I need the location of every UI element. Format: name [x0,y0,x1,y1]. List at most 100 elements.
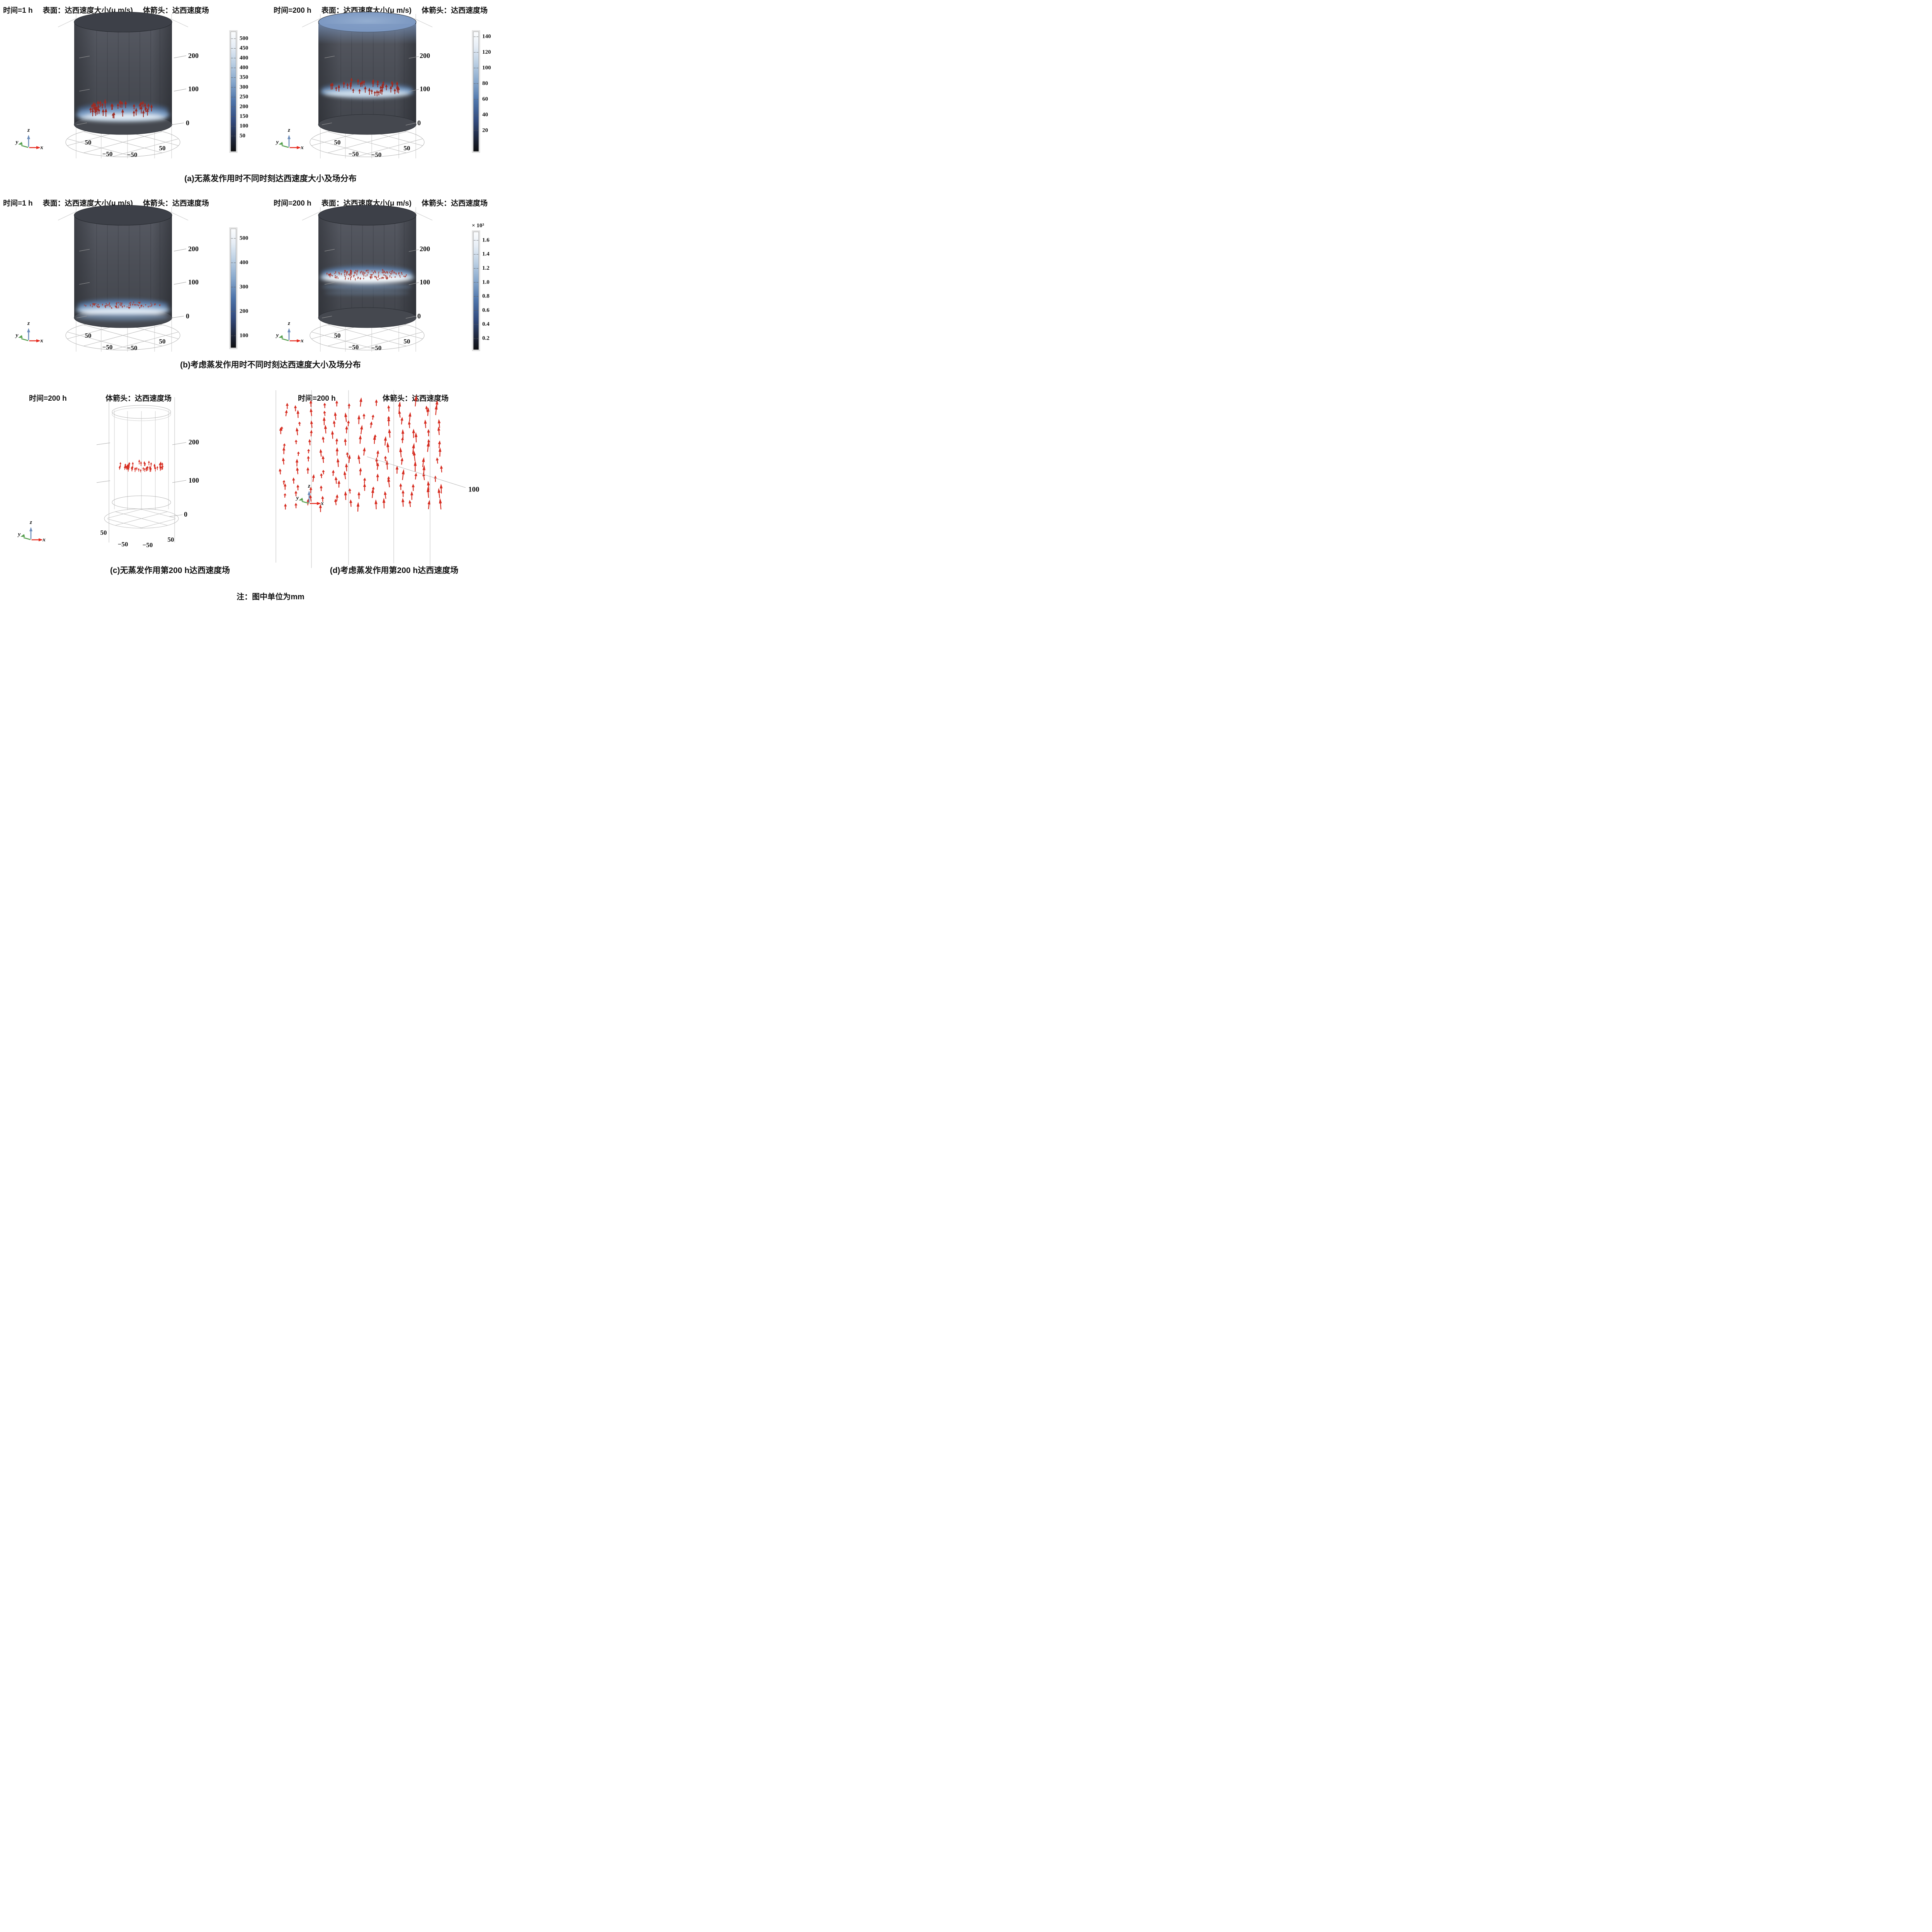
colorbar-tick: 40 [482,112,488,118]
unit-note: 注：图中单位为mm [236,593,304,601]
colorbar-tick: 400 [240,259,248,265]
base-tick: −50 [143,541,153,549]
z-tick: 200 [188,52,199,60]
z-tick-dashes [321,56,419,126]
colorbar-tick: 450 [240,45,248,51]
z-tick: 200 [420,52,430,60]
base-tick: 50 [404,145,410,152]
caption-b: (b)考虑蒸发作用时不同时刻达西速度大小及场分布 [180,361,361,369]
time-label: 时间=200 h [274,199,311,207]
scene-d: 100 z y x [276,390,480,568]
panel-b-left-header: 时间=1 h 表面：达西速度大小(μ m/s) 体箭头：达西速度场 [3,197,209,208]
axis-x-label: x [320,500,324,507]
caption-d: (d)考虑蒸发作用第200 h达西速度场 [330,566,459,575]
axis-y-label: y [276,139,279,145]
colorbar-multiplier: × 10³ [472,223,484,229]
base-tick: −50 [371,151,382,158]
axis-x-label: x [40,145,43,151]
colorbar-tick: 20 [482,127,488,133]
colorbar-tick: 300 [240,284,248,290]
axis-triad-icon [17,134,41,150]
z-tick: 100 [420,85,430,93]
cylinder-plot [58,205,188,374]
arrow-field [279,395,443,512]
velocity-band [76,104,170,122]
z-tick: 100 [189,476,199,484]
surface-label: 表面：达西速度大小(μ m/s) [43,7,133,15]
z-tick: 100 [420,278,430,286]
colorbar-tick: 60 [482,96,488,102]
panel-d-header: 时间=200 h 体箭头：达西速度场 [270,393,541,404]
z-tick: 0 [186,312,189,320]
axis-y-label: y [15,139,19,145]
cylinder-plot [58,12,188,181]
colorbar-tick: 200 [240,104,248,110]
z-tick: 100 [188,278,199,286]
cylinder-plot [302,205,432,374]
colorbar-tick: 100 [240,123,248,129]
base-tick: 50 [85,139,92,146]
velocity-band [76,299,170,321]
panel-b-right-header: 时间=200 h 表面：达西速度大小(μ m/s) 体箭头：达西速度场 [274,197,488,208]
surface-label: 表面：达西速度大小(μ m/s) [321,199,412,207]
base-tick: 50 [404,338,410,345]
surface-label: 表面：达西速度大小(μ m/s) [43,199,133,207]
base-tick: 50 [100,529,107,536]
colorbar-tick: 120 [482,49,491,55]
base-tick: −50 [118,541,128,548]
z-tick: 0 [417,312,421,320]
z-tick-dashes [321,249,419,319]
base-tick: 50 [85,332,92,339]
colorbar-tick: 0.2 [482,335,490,341]
colorbar-tick: 350 [240,74,248,80]
base-tick: 50 [168,536,174,543]
wireframe-lines [276,390,430,568]
axis-z-label: z [287,320,290,327]
arrow-field [83,301,161,309]
axis-x-label: x [42,537,46,543]
figure-page: 时间=1 h 表面：达西速度大小(μ m/s) 体箭头：达西速度场 200 10… [0,0,541,611]
axis-z-label: z [29,519,32,526]
axis-triad-icon [298,490,322,506]
time-label: 时间=1 h [3,199,33,207]
axis-z-label: z [27,127,30,133]
axis-z-label: z [287,127,290,133]
arrow-field [89,99,153,119]
leader-line [367,456,466,488]
colorbar-tick: 400 [240,65,248,71]
scene-b-right: 200 100 0 50 50 −50 −50 z y x × 10³ 1.61… [276,193,490,375]
base-tick: 50 [334,332,341,339]
colorbar: 500 450 400 400 350 300 250 200 150 100 50 [229,30,248,153]
panel-a-left-header: 时间=1 h 表面：达西速度大小(μ m/s) 体箭头：达西速度场 [3,5,209,15]
base-tick: 50 [159,338,166,345]
base-tick: 50 [159,145,166,152]
panel-c-header: 时间=200 h 体箭头：达西速度场 [0,393,270,404]
colorbar-tick: 100 [482,65,491,71]
colorbar-tick: 1.0 [482,279,490,285]
scene-a-right: 200 100 0 50 50 −50 −50 z y x 140 120 100 8… [276,0,491,182]
colorbar-tick: 500 [240,35,248,41]
top-blue-tint [318,24,416,44]
z-tick: 0 [417,119,421,127]
caption-a: (a)无蒸发作用时不同时刻达西速度大小及场分布 [184,174,357,183]
colorbar: 1.6 1.4 1.2 1.0 0.8 0.6 0.4 0.2 [472,230,490,351]
arrow-field [118,459,164,473]
time-label: 时间=200 h [274,7,311,15]
base-tick: −50 [127,151,138,158]
arrows-label: 体箭头：达西速度场 [422,7,488,15]
base-tick: −50 [349,150,359,158]
z-tick: 200 [189,438,199,446]
z-tick: 100 [188,85,199,93]
arrows-label: 体箭头：达西速度场 [143,7,209,15]
colorbar-tick: 300 [240,84,248,90]
panel-a-right-header: 时间=200 h 表面：达西速度大小(μ m/s) 体箭头：达西速度场 [274,5,488,15]
axis-z-label: z [308,483,310,489]
axis-y-label: y [17,531,21,537]
colorbar-tick: 200 [240,308,248,314]
surface-label: 表面：达西速度大小(μ m/s) [321,7,412,15]
axis-x-label: x [300,145,304,151]
z-tick-dashes [76,248,187,318]
colorbar-tick: 50 [240,133,245,139]
colorbar-tick: 100 [240,332,248,338]
axis-y-label: y [15,332,19,338]
